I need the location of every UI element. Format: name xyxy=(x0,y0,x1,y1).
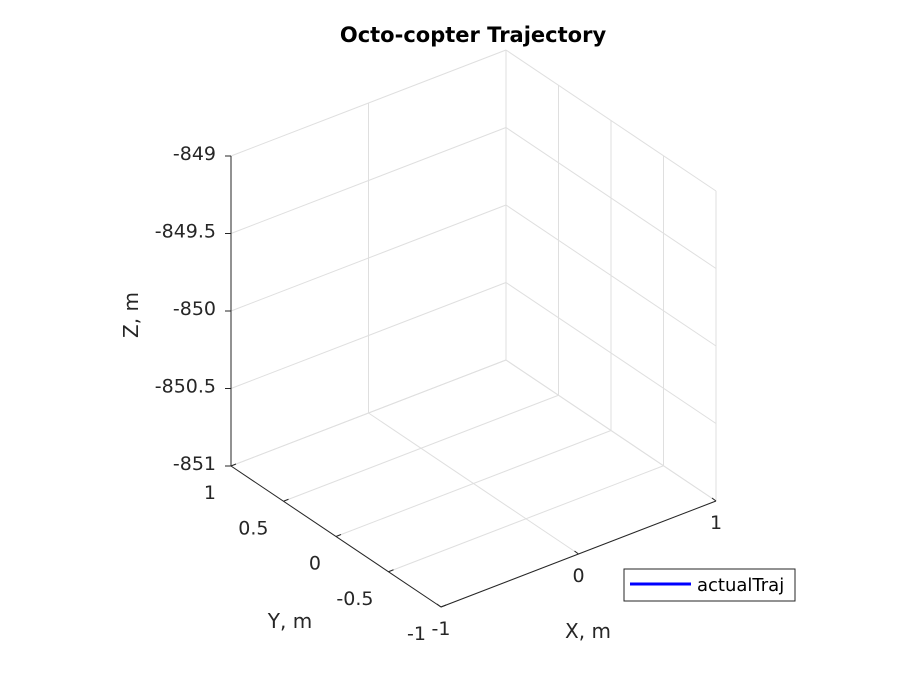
y-tick-mark xyxy=(440,604,447,608)
y-tick-label: -1 xyxy=(407,623,426,645)
x-tick-mark xyxy=(436,603,442,608)
grid-line-sidewall-z xyxy=(505,282,717,424)
z-tick-label: -849.5 xyxy=(155,221,216,243)
grid-line-backwall-z xyxy=(230,127,507,234)
tick-label-layer: -1 0 1 -1 -0.5 0 0.5 1 -851 -850.5 -850 -849.5 -849 xyxy=(155,143,722,645)
grid-line-floor-y xyxy=(388,465,664,573)
y-tick-label: 0.5 xyxy=(238,517,268,539)
grid-line-sidewall-z xyxy=(505,49,717,192)
z-axis-label: Z, m xyxy=(119,292,143,338)
z-tick-label: -851 xyxy=(173,453,216,475)
y-tick-mark xyxy=(230,463,237,467)
y-tick-label: -0.5 xyxy=(336,588,373,610)
y-tick-label: 0 xyxy=(309,553,321,575)
grid-line-backwall-z xyxy=(230,359,507,467)
grid-line-sidewall-z xyxy=(505,204,717,347)
y-tick-mark xyxy=(335,534,342,537)
x-tick-label: 1 xyxy=(710,512,722,534)
x-tick-label: -1 xyxy=(432,618,451,640)
y-tick-mark xyxy=(388,569,394,573)
axis-layer xyxy=(225,155,717,608)
y-axis-label: Y, m xyxy=(267,609,312,633)
legend[interactable]: actualTraj xyxy=(623,568,796,602)
x-axis-label: X, m xyxy=(565,619,611,643)
grid-line-sidewall-z xyxy=(505,359,717,502)
grid-line-floor-y xyxy=(283,394,559,502)
grid-line-backwall-z xyxy=(230,204,507,312)
legend-label-actualtraj: actualTraj xyxy=(697,575,784,596)
x-tick-mark xyxy=(574,550,579,555)
grid-line-sidewall-z xyxy=(505,127,717,269)
z-tick-label: -850.5 xyxy=(155,376,216,398)
z-tick-label: -849 xyxy=(173,143,216,165)
grid-line-backwall-z xyxy=(230,49,507,157)
y-tick-mark xyxy=(283,498,289,502)
grid-line-floor-y xyxy=(335,430,612,537)
chart-title: Octo-copter Trajectory xyxy=(340,23,607,47)
z-tick-label: -850 xyxy=(173,298,216,320)
grid-line-backwall-z xyxy=(230,282,507,389)
x-tick-mark xyxy=(711,497,717,502)
x-tick-label: 0 xyxy=(572,565,584,587)
y-tick-label: 1 xyxy=(204,482,216,504)
